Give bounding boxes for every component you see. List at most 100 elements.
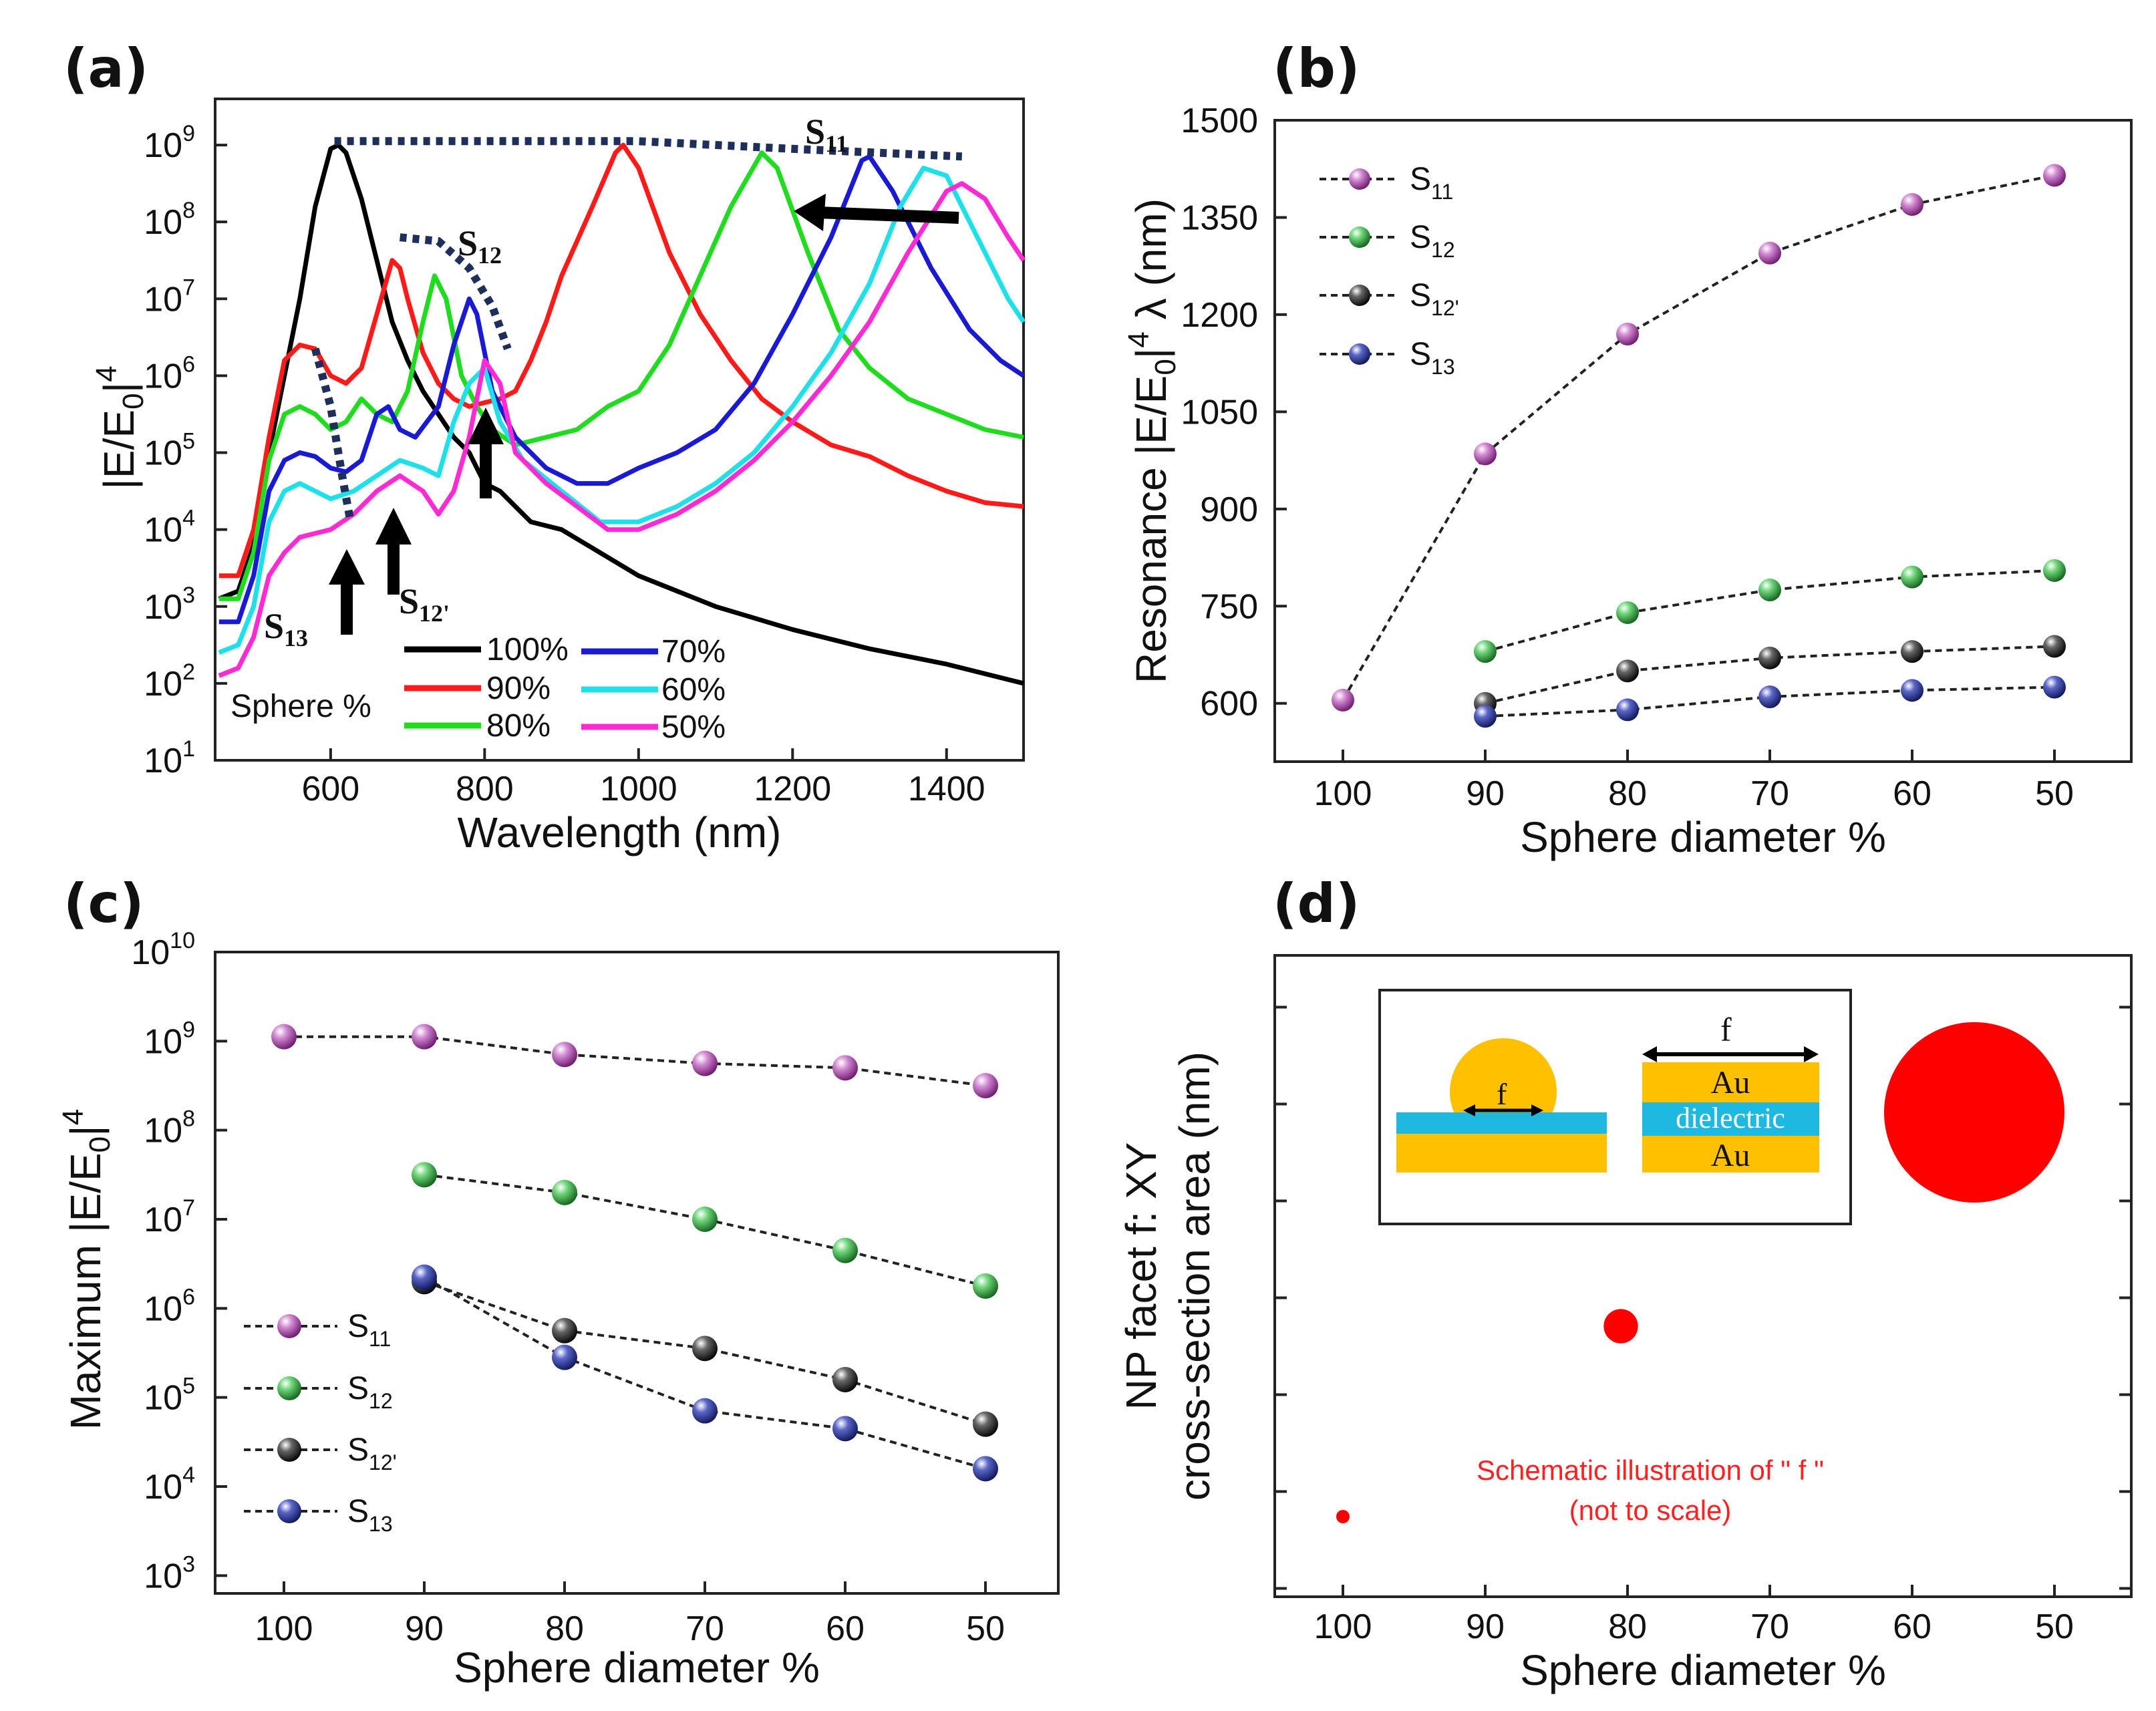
panel-d-frame — [1273, 954, 2133, 1598]
envelope-s12 — [399, 233, 512, 351]
c-legend-marker-s13 — [277, 1499, 301, 1523]
b-xtick-label-60: 60 — [1893, 774, 1932, 813]
a-ytick-label-1: 101 — [144, 736, 195, 780]
c-point-s12-60 — [832, 1237, 858, 1263]
c-ytick-label-4: 104 — [144, 1462, 195, 1507]
a-xtick-label-1400: 1400 — [908, 770, 985, 808]
b-point-s11-60 — [1901, 193, 1923, 216]
panel-a-ticks — [215, 144, 948, 762]
b-legend-label-s13: S13 — [1410, 337, 1455, 379]
b-legend-marker-s13 — [1349, 343, 1370, 365]
panel-a-x-tick-labels: 600 800 1000 1200 1400 — [301, 770, 985, 808]
inset-right-au-bottom — [1642, 1136, 1819, 1173]
a-xtick-label-600: 600 — [301, 770, 359, 808]
panel-d-label: (d) — [1273, 873, 1360, 935]
panel-c-x-title: Sphere diameter % — [454, 1644, 820, 1692]
panel-b-series-group — [1332, 164, 2066, 728]
label-s12p: S12' — [399, 581, 450, 627]
c-point-s12p-70 — [692, 1336, 718, 1362]
c-line-s13 — [424, 1275, 986, 1470]
legend-label-50: 50% — [661, 710, 726, 745]
inset-schematic: f f Au dielectric Au — [1378, 989, 1852, 1225]
a-xtick-label-1200: 1200 — [754, 770, 831, 808]
d-xtick-label-80: 80 — [1608, 1607, 1647, 1646]
d-xtick-label-60: 60 — [1893, 1607, 1932, 1646]
b-xtick-label-80: 80 — [1608, 774, 1647, 813]
c-xtick-label-50: 50 — [966, 1609, 1005, 1648]
envelope-s13 — [311, 347, 354, 519]
arrow-s11-head — [794, 194, 826, 231]
panel-b-x-title: Sphere diameter % — [1520, 813, 1886, 861]
b-xtick-label-70: 70 — [1750, 774, 1789, 813]
c-point-s11-80 — [552, 1042, 577, 1068]
legend-label-90: 90% — [486, 671, 551, 706]
c-legend-marker-s11 — [277, 1314, 301, 1338]
b-point-s12-60 — [1901, 565, 1923, 589]
arrow-s13-shaft — [341, 581, 353, 635]
inset-au-bottom-label: Au — [1711, 1138, 1750, 1173]
inset-left-f-arrowhead-r — [1531, 1104, 1543, 1116]
panel-b-frame — [1273, 119, 2133, 763]
panel-a: (a) 101 102 103 104 105 106 107 108 109 600 800 10… — [63, 37, 1026, 857]
panel-c-frame — [214, 951, 1060, 1595]
spectrum-70pct — [218, 154, 1025, 625]
c-point-s11-50 — [973, 1073, 998, 1098]
panel-a-envelopes — [311, 137, 963, 519]
a-ytick-label-6: 106 — [144, 351, 195, 396]
c-xtick-label-100: 100 — [255, 1609, 313, 1648]
b-line-s12 — [1485, 569, 2055, 653]
a-ytick-label-2: 102 — [144, 659, 195, 704]
panel-d-x-tick-labels: 100 90 80 70 60 50 — [1314, 1607, 2074, 1646]
spectrum-90pct — [218, 142, 1024, 579]
b-point-s11-100 — [1332, 688, 1354, 712]
c-point-s12p-60 — [832, 1367, 858, 1392]
d-point-60 — [1884, 1022, 2064, 1203]
c-point-s11-60 — [832, 1055, 858, 1081]
panel-c: (c) 103 104 105 106 107 108 109 1010 100 90 80 70 6… — [57, 873, 1060, 1692]
arrow-s12p-shaft — [388, 540, 400, 595]
inset-left-dielectric — [1396, 1112, 1607, 1134]
d-point-80 — [1603, 1309, 1638, 1344]
c-point-s13-80 — [552, 1344, 577, 1370]
b-point-s13-70 — [1758, 685, 1781, 709]
b-point-s12p-70 — [1758, 646, 1781, 669]
panel-d-y-title-line1: NP facet f: XY — [1117, 1142, 1165, 1410]
c-point-s12p-80 — [552, 1317, 577, 1344]
inset-dielectric-label: dielectric — [1676, 1102, 1785, 1134]
legend-label-80: 80% — [486, 708, 551, 744]
d-xtick-label-90: 90 — [1466, 1607, 1505, 1646]
panel-c-y-tick-labels: 103 104 105 106 107 108 109 1010 — [131, 928, 195, 1595]
inset-left-f-arrowhead-l — [1463, 1104, 1475, 1116]
a-xtick-label-1000: 1000 — [600, 770, 677, 808]
c-xtick-label-80: 80 — [545, 1609, 584, 1648]
inset-left-f-label: f — [1497, 1077, 1507, 1111]
b-point-s12-80 — [1616, 601, 1639, 624]
c-ytick-label-10: 1010 — [131, 928, 195, 972]
b-line-s11 — [1342, 174, 2055, 701]
b-ytick-label-750: 750 — [1200, 587, 1258, 626]
panel-c-y-title: Maximum |E/E0|4 — [57, 1109, 116, 1430]
c-legend-label-s11: S11 — [347, 1309, 391, 1351]
arrow-s13-head — [329, 549, 365, 585]
spectrum-50pct — [218, 181, 1026, 678]
b-legend-marker-s11 — [1349, 168, 1370, 190]
panel-b-ticks — [1275, 119, 2056, 762]
c-legend-label-s12p: S12' — [347, 1432, 397, 1474]
b-ytick-label-1500: 1500 — [1181, 102, 1258, 140]
panel-d-note-line1: Schematic illustration of " f " — [1477, 1454, 1824, 1486]
legend-label-70: 70% — [661, 634, 726, 669]
panel-a-y-title: |E/E0|4 — [90, 365, 150, 489]
d-point-100 — [1336, 1510, 1350, 1523]
c-point-s13-50 — [973, 1456, 998, 1482]
b-ytick-label-1350: 1350 — [1181, 198, 1258, 237]
b-ytick-label-1050: 1050 — [1181, 393, 1258, 432]
b-legend-label-s12p: S12' — [1410, 278, 1459, 320]
b-point-s11-70 — [1758, 241, 1781, 265]
panel-a-arrows — [329, 194, 959, 635]
panel-a-x-title: Wavelength (nm) — [458, 808, 782, 857]
d-xtick-label-70: 70 — [1750, 1607, 1789, 1646]
b-ytick-label-900: 900 — [1200, 490, 1258, 529]
a-ytick-label-9: 109 — [144, 121, 195, 165]
panel-a-legend: Sphere % 100% 90% 80% 70% 60% 50% — [230, 632, 726, 745]
c-point-s12-80 — [552, 1180, 577, 1205]
